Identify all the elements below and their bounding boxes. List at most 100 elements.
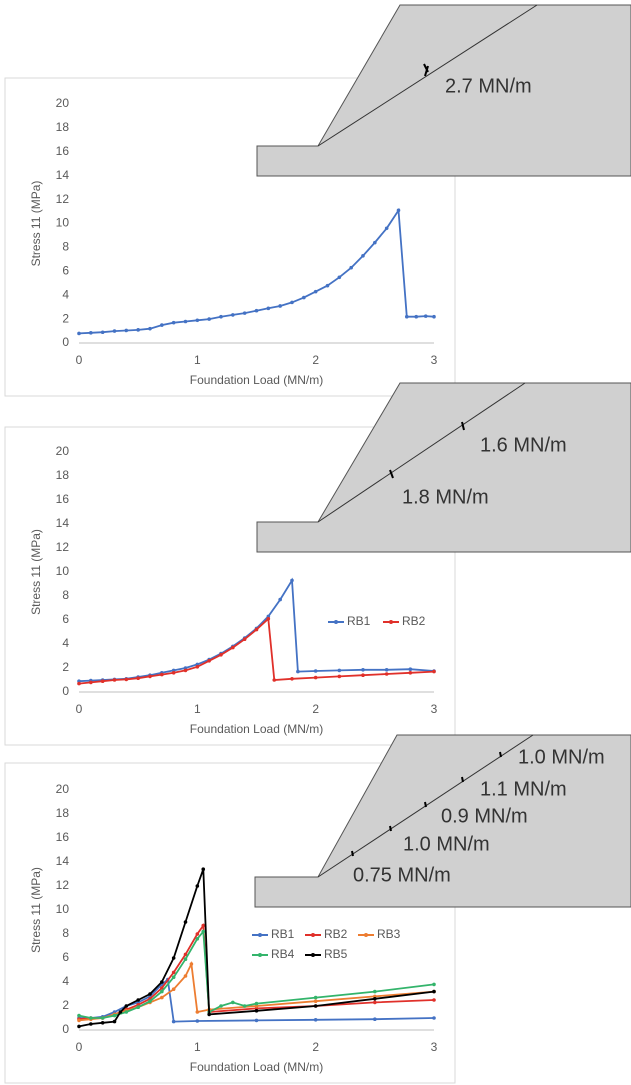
y-tick-label: 8 xyxy=(62,926,69,940)
legend-label: RB2 xyxy=(402,614,426,628)
marker xyxy=(171,975,176,979)
legend-marker xyxy=(389,620,393,624)
marker xyxy=(136,676,140,680)
x-tick-label: 2 xyxy=(312,702,319,716)
marker xyxy=(278,304,282,308)
x-tick-label: 1 xyxy=(194,1040,201,1054)
load-label: 0.75 MN/m xyxy=(353,864,451,886)
y-tick-label: 12 xyxy=(56,878,70,892)
legend-marker xyxy=(311,933,315,937)
y-tick-label: 20 xyxy=(56,782,70,796)
marker xyxy=(325,283,330,288)
marker xyxy=(160,672,164,677)
marker xyxy=(432,314,436,319)
marker xyxy=(195,318,200,323)
marker xyxy=(77,1013,81,1018)
marker xyxy=(373,1000,377,1005)
y-axis-label: Stress 11 (MPa) xyxy=(29,181,43,267)
y-tick-label: 2 xyxy=(62,998,69,1012)
slope-diagram: 2.7 MN/m xyxy=(256,4,631,177)
marker xyxy=(136,328,140,332)
marker xyxy=(136,1005,140,1009)
marker xyxy=(100,1021,105,1025)
x-axis-label: Foundation Load (MN/m) xyxy=(190,1060,323,1074)
y-tick-label: 6 xyxy=(62,612,69,626)
marker xyxy=(171,320,176,325)
y-tick-label: 16 xyxy=(56,144,70,158)
y-tick-label: 16 xyxy=(56,830,70,844)
marker xyxy=(296,669,300,674)
marker xyxy=(195,937,200,941)
y-tick-label: 14 xyxy=(56,854,70,868)
marker xyxy=(207,317,211,321)
marker xyxy=(100,1016,105,1020)
marker xyxy=(361,673,365,677)
x-tick-label: 0 xyxy=(76,1040,83,1054)
marker xyxy=(313,675,318,680)
marker xyxy=(195,1019,200,1023)
marker xyxy=(148,992,152,996)
y-tick-label: 4 xyxy=(62,636,69,650)
legend-label: RB2 xyxy=(324,927,348,941)
slope-diagram: 1.6 MN/m 1.8 MN/m xyxy=(256,382,631,553)
y-axis-label: Stress 11 (MPa) xyxy=(29,867,43,953)
marker xyxy=(337,668,342,673)
marker xyxy=(183,920,188,924)
marker xyxy=(160,986,164,990)
marker xyxy=(160,323,164,327)
y-tick-label: 10 xyxy=(56,564,70,578)
load-label: 1.8 MN/m xyxy=(402,486,489,508)
y-tick-label: 8 xyxy=(62,588,69,602)
marker xyxy=(337,674,342,679)
x-tick-label: 0 xyxy=(76,353,83,367)
marker xyxy=(89,680,93,685)
marker xyxy=(171,970,176,975)
marker xyxy=(171,671,176,675)
marker xyxy=(384,672,389,676)
marker xyxy=(373,240,377,245)
marker xyxy=(89,1022,93,1026)
marker xyxy=(124,328,129,333)
marker xyxy=(219,1004,223,1008)
y-tick-label: 12 xyxy=(56,192,70,206)
marker xyxy=(148,674,152,679)
load-label: 0.9 MN/m xyxy=(441,805,528,827)
load-label: 1.0 MN/m xyxy=(403,833,490,855)
marker xyxy=(408,667,413,671)
marker xyxy=(77,1024,81,1029)
crack xyxy=(351,751,502,857)
marker xyxy=(183,668,188,673)
marker xyxy=(432,998,436,1002)
marker xyxy=(254,308,259,313)
y-tick-label: 14 xyxy=(56,516,70,530)
marker xyxy=(361,253,365,258)
marker xyxy=(242,1004,247,1008)
marker xyxy=(266,306,271,311)
y-tick-label: 8 xyxy=(62,240,69,254)
marker xyxy=(313,289,318,294)
marker xyxy=(396,208,401,213)
legend-marker xyxy=(364,933,368,937)
marker xyxy=(254,627,259,632)
marker xyxy=(404,314,409,319)
load-label: 2.7 MN/m xyxy=(445,75,532,97)
marker xyxy=(160,989,164,994)
marker xyxy=(361,668,365,672)
marker xyxy=(290,300,294,305)
marker xyxy=(373,989,377,994)
y-tick-label: 0 xyxy=(62,684,69,698)
marker xyxy=(112,1013,117,1018)
y-tick-label: 20 xyxy=(56,444,70,458)
marker xyxy=(313,999,318,1003)
marker xyxy=(124,677,129,682)
marker xyxy=(408,671,413,675)
y-tick-label: 12 xyxy=(56,540,70,554)
marker xyxy=(349,265,353,270)
marker xyxy=(423,314,428,318)
y-tick-label: 2 xyxy=(62,311,69,325)
series-line xyxy=(78,868,435,1028)
marker xyxy=(118,1010,123,1014)
marker xyxy=(313,1018,318,1022)
x-tick-label: 2 xyxy=(312,1040,319,1054)
